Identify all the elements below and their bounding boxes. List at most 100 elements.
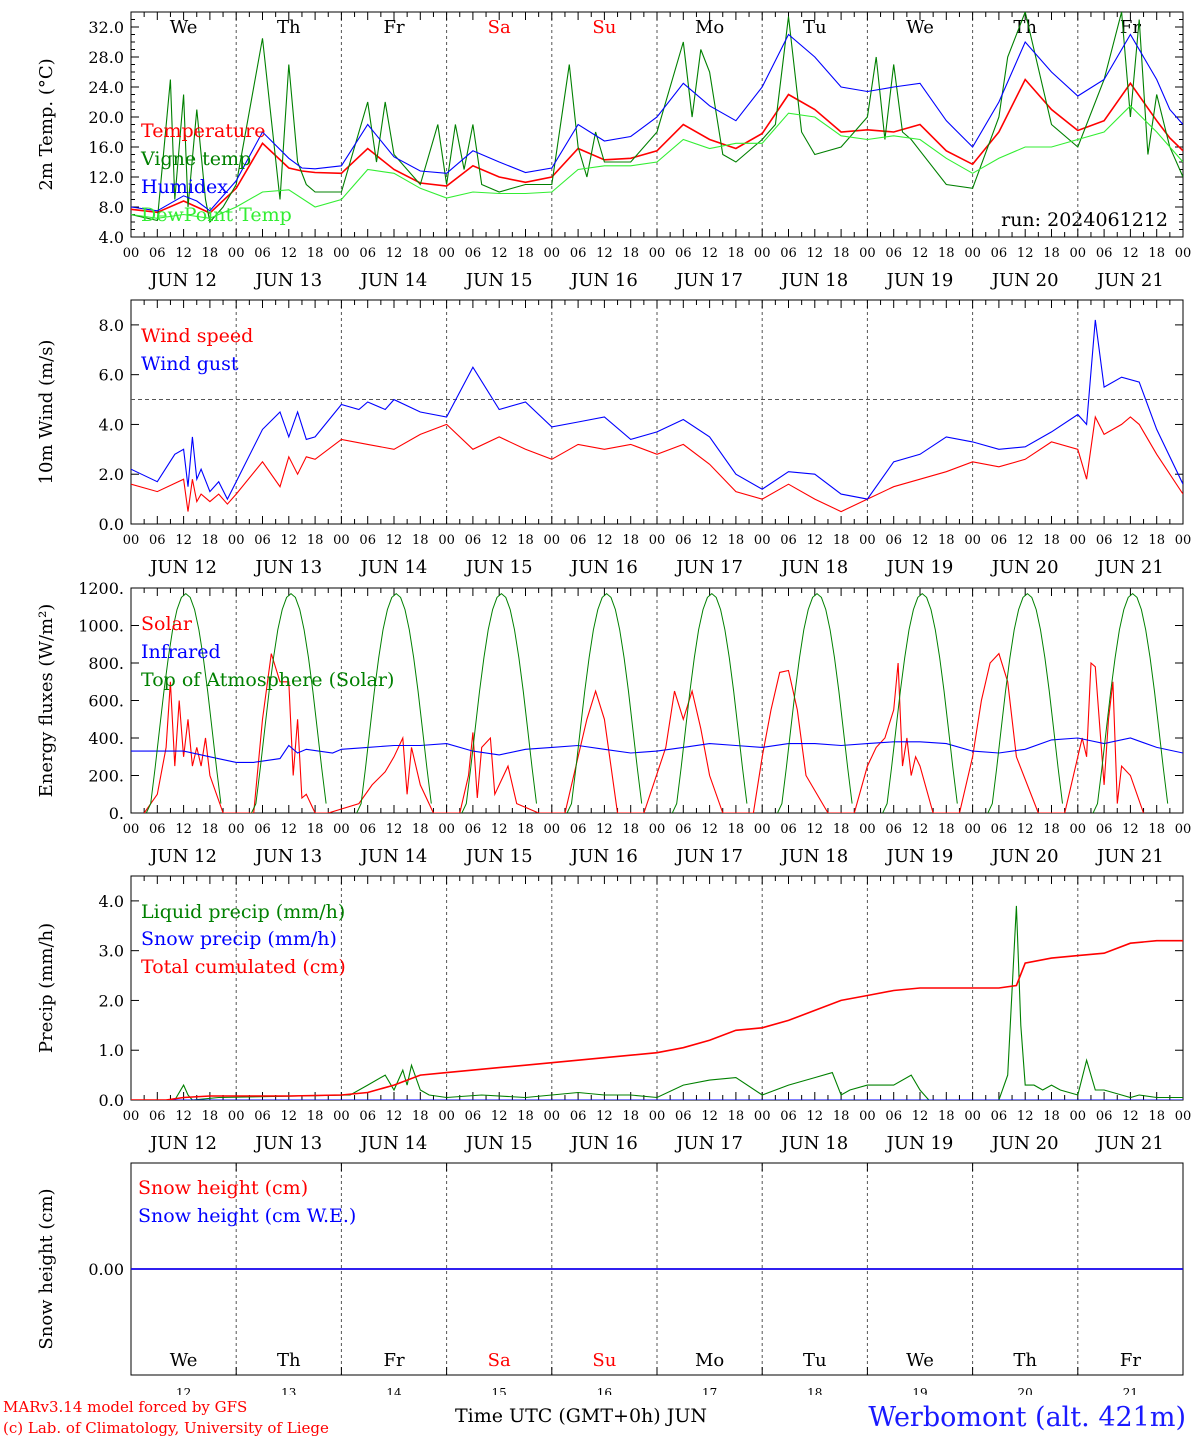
hour-label: 00 [544,822,561,837]
hour-label: 12 [1122,822,1139,837]
legend-entry: DewPoint Temp [141,204,292,226]
hour-label: 12 [1017,533,1034,548]
hour-label: 00 [649,822,666,837]
series-line-top-of-atmosphere-solar- [882,592,958,813]
date-label: JUN 14 [359,846,428,867]
hour-label: 18 [202,533,219,548]
hour-label: 00 [964,246,981,261]
y-tick-label: 200. [88,767,124,786]
hour-label: 12 [491,1109,508,1124]
date-label: JUN 14 [359,270,428,291]
date-label: JUN 14 [359,557,428,578]
weekday-label: Mo [695,17,724,38]
hour-label: 18 [728,533,745,548]
weekday-label: We [906,1350,934,1371]
x-axis-title: Time UTC (GMT+0h) JUN [455,1405,707,1427]
date-label: JUN 17 [674,270,743,291]
hour-label: 00 [544,1109,561,1124]
date-label: JUN 18 [779,557,848,578]
series-line-wind-gust [131,319,1183,501]
date-label: JUN 12 [148,557,217,578]
series-line-wind-speed [131,415,1183,513]
hour-label: 18 [622,246,639,261]
hour-label: 06 [149,246,166,261]
hour-label: 00 [859,533,876,548]
hour-label: 00 [1070,822,1087,837]
date-label: JUN 19 [885,557,954,578]
hour-label: 18 [1043,533,1060,548]
hour-label: 18 [517,533,534,548]
date-label: JUN 16 [569,270,638,291]
y-tick-label: 4.0 [99,892,124,911]
hour-label: 06 [675,246,692,261]
hour-label: 12 [701,246,718,261]
legend-entry: Top of Atmosphere (Solar) [141,669,394,691]
date-label: JUN 20 [990,557,1059,578]
hour-label: 00 [333,1109,350,1124]
y-axis-label: Precip (mm/h) [36,923,57,1053]
hour-label: 18 [938,246,955,261]
date-label: JUN 21 [1095,557,1164,578]
hour-label: 06 [254,533,271,548]
hour-label: 12 [912,1109,929,1124]
date-label: JUN 21 [1095,270,1164,291]
hour-label: 12 [912,246,929,261]
weekday-label: Tu [803,1350,827,1371]
hour-label: 06 [465,822,482,837]
hour-label: 06 [570,1109,587,1124]
hour-label: 00 [754,246,771,261]
hour-label: 18 [202,246,219,261]
hour-label: 18 [1043,1109,1060,1124]
date-label: JUN 14 [359,1133,428,1154]
hour-label: 06 [991,1109,1008,1124]
y-tick-label: 0.0 [99,1091,124,1110]
hour-label: 00 [1070,533,1087,548]
hour-label: 06 [149,533,166,548]
hour-label: 12 [807,246,824,261]
x-axis-title-text: Time UTC (GMT+0h) [455,1405,661,1427]
hour-label: 12 [386,533,403,548]
hour-label: 06 [885,1109,902,1124]
y-tick-label: 3.0 [99,942,124,961]
hour-label: 06 [780,1109,797,1124]
hour-label: 12 [281,246,298,261]
hour-label: 12 [386,822,403,837]
hour-label: 06 [780,822,797,837]
date-label: JUN 13 [253,846,322,867]
panel-5: 0.00 Snow height (cm) We Th Fr Sa Su Mo Tu We Th Fr… [36,1162,1184,1400]
weekday-label: Sa [488,1350,511,1371]
hour-label: 06 [465,533,482,548]
legend-entry: Snow height (cm) [138,1177,308,1199]
series-line-top-of-atmosphere-solar- [566,592,643,813]
series-line-top-of-atmosphere-solar- [145,592,222,813]
hour-label: 06 [254,822,271,837]
weekday-label: Fr [1120,17,1141,38]
legend-entry: Temperature [141,120,265,142]
date-label: JUN 12 [148,270,217,291]
hour-label: 00 [544,533,561,548]
y-tick-label: 1.0 [99,1041,124,1060]
weekday-label: Mo [695,1350,724,1371]
hour-label: 06 [991,822,1008,837]
weekday-label: Fr [383,17,404,38]
hour-label: 12 [596,533,613,548]
hour-label: 00 [123,246,140,261]
legend-entry: Infrared [141,641,221,663]
panel-3: 0. 200. 400. 600. 800. 1000. 1200. Energy fluxe… [36,579,1191,867]
series-line-top-of-atmosphere-solar- [251,592,327,813]
weekday-label: Fr [1120,1350,1141,1371]
y-tick-label: 600. [88,692,124,711]
weekday-label: We [170,1350,198,1371]
hour-label: 18 [1148,533,1165,548]
y-tick-label: 4.0 [99,415,124,434]
day-number-label: 13 [281,1386,296,1395]
legend-entry: Wind gust [141,353,239,375]
hour-label: 18 [938,1109,955,1124]
hour-label: 00 [333,246,350,261]
day-number-label: 14 [386,1386,402,1395]
hour-label: 06 [570,246,587,261]
series-line-top-of-atmosphere-solar- [461,592,537,813]
legend-entry: Snow height (cm W.E.) [138,1205,356,1227]
hour-label: 18 [833,1109,850,1124]
